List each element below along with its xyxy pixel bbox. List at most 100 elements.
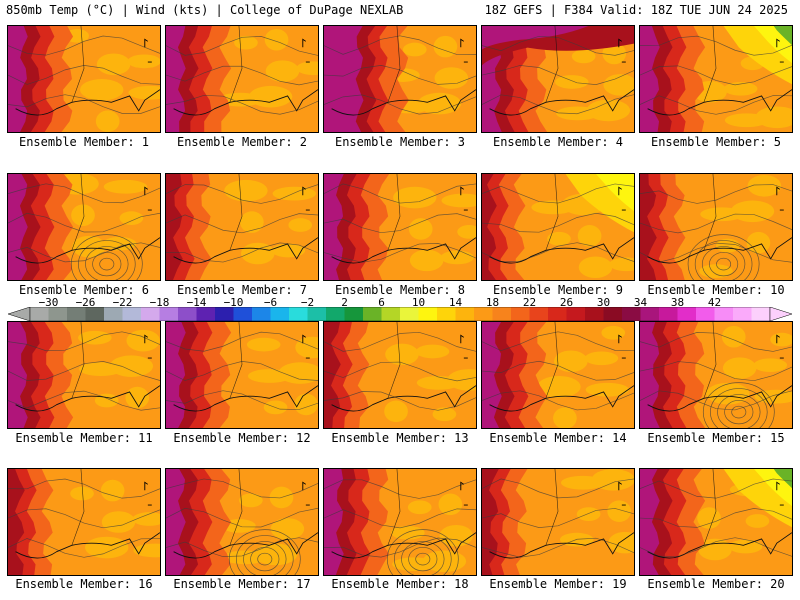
temp-fill-patch xyxy=(239,493,263,508)
ensemble-map-6 xyxy=(7,173,161,281)
wind-barb xyxy=(776,38,781,48)
temp-fill-patch xyxy=(384,400,408,423)
ensemble-member-label: Ensemble Member: 15 xyxy=(647,431,785,445)
low-contour xyxy=(394,535,452,575)
colorbar-segment xyxy=(696,307,715,321)
coastline xyxy=(331,532,476,559)
coastline xyxy=(15,237,160,264)
colorbar-segment xyxy=(640,307,660,321)
temp-fill-patch xyxy=(84,536,129,559)
low-contour xyxy=(228,529,301,575)
wind-barb xyxy=(144,186,149,196)
low-contour xyxy=(710,388,768,428)
low-contour xyxy=(687,234,760,280)
temp-fill-patch xyxy=(745,514,770,528)
temp-fill-light-yellow xyxy=(596,174,634,212)
low-contour xyxy=(702,382,775,428)
colorbar-segment xyxy=(67,307,86,321)
temperature-map xyxy=(324,174,476,280)
ensemble-map-20 xyxy=(639,468,793,576)
temp-fill-patch xyxy=(755,106,792,129)
height-contour xyxy=(166,507,318,528)
colorbar-segment xyxy=(437,307,456,321)
ensemble-member-label: Ensemble Member: 6 xyxy=(18,283,150,297)
ensemble-member-label: Ensemble Member: 12 xyxy=(173,431,311,445)
colorbar-tick-label: 2 xyxy=(341,296,348,309)
height-contour xyxy=(324,65,476,85)
low-contour xyxy=(724,399,754,425)
temp-fill-patch xyxy=(730,200,775,223)
temperature-map xyxy=(8,322,160,428)
colorbar-segment xyxy=(714,307,734,321)
temp-fill-patch xyxy=(125,386,150,409)
temperature-map xyxy=(324,469,476,575)
border-line xyxy=(387,26,401,103)
temp-fill-patch xyxy=(101,511,136,533)
temperature-map xyxy=(324,26,476,132)
height-contour xyxy=(166,213,318,234)
temp-fill-patch xyxy=(457,225,476,239)
ensemble-map-9 xyxy=(481,173,635,281)
low-contour xyxy=(250,546,280,572)
colorbar-tick-label: −30 xyxy=(38,296,59,309)
height-contour xyxy=(324,213,476,234)
temperature-colorbar xyxy=(8,307,792,321)
low-contour xyxy=(99,257,115,271)
height-contour xyxy=(482,65,634,85)
coastline xyxy=(331,89,476,116)
height-contour xyxy=(640,95,792,115)
temp-fill-patch xyxy=(72,235,106,258)
temp-fill-patch xyxy=(753,358,788,373)
temp-fill-patch xyxy=(440,250,475,265)
temp-fill-dark-red xyxy=(640,174,657,280)
temp-fill-patch xyxy=(133,543,160,558)
colorbar-segment xyxy=(381,307,401,321)
height-contour xyxy=(166,478,318,499)
colorbar-tick-label: 10 xyxy=(411,296,426,309)
colorbar-segment xyxy=(30,307,49,321)
height-contour xyxy=(8,35,160,56)
coastline xyxy=(647,89,792,116)
temp-fill-patch xyxy=(94,393,119,408)
wind-barb xyxy=(144,334,149,344)
ensemble-map-19 xyxy=(481,468,635,576)
height-contour xyxy=(166,537,318,557)
temperature-map xyxy=(166,26,318,132)
border-line xyxy=(387,174,401,251)
temp-fill-patch xyxy=(385,343,419,366)
low-contour xyxy=(415,552,431,566)
colorbar-segment xyxy=(141,307,160,321)
ensemble-map-14 xyxy=(481,321,635,429)
colorbar-segment xyxy=(566,307,586,321)
temp-fill-green xyxy=(773,469,792,489)
temp-fill-patch xyxy=(288,218,313,232)
ensemble-member-label: Ensemble Member: 17 xyxy=(173,577,311,591)
colorbar-segment xyxy=(178,307,197,321)
colorbar-tick-label: 6 xyxy=(378,296,385,309)
temp-fill-patch xyxy=(553,407,577,428)
temp-fill-patch xyxy=(439,524,474,547)
temp-fill-magenta xyxy=(324,26,364,132)
temp-fill-magenta xyxy=(324,469,344,575)
wind-barb xyxy=(618,186,623,196)
ensemble-map-2 xyxy=(165,25,319,133)
wind-barb xyxy=(776,334,781,344)
temp-fill-patch xyxy=(584,351,619,366)
coastline xyxy=(173,237,318,264)
colorbar-segment xyxy=(677,307,697,321)
wind-barb xyxy=(776,481,781,491)
colorbar-tick-label: 26 xyxy=(559,296,574,309)
temp-fill-magenta xyxy=(8,174,28,280)
border-line xyxy=(71,174,85,251)
wind-barb xyxy=(460,186,465,196)
temp-fill-patch xyxy=(601,325,626,340)
low-contour xyxy=(386,529,459,575)
temp-fill-patch xyxy=(706,382,750,405)
temp-fill-patch xyxy=(770,332,792,347)
temp-fill-patch xyxy=(102,236,137,251)
coastline xyxy=(15,532,160,559)
coastline xyxy=(331,237,476,264)
height-contour xyxy=(640,332,792,352)
coastline xyxy=(647,532,792,559)
colorbar-tick-label: 34 xyxy=(633,296,648,309)
